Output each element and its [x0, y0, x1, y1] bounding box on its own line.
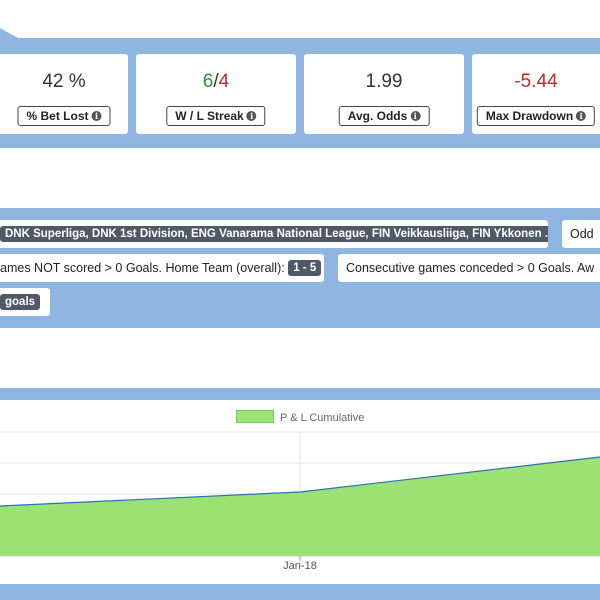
- bet-lost-label[interactable]: % Bet Lost i: [17, 106, 111, 126]
- legend-label: P & L Cumulative: [280, 412, 365, 424]
- x-tick-label-jan-18: Jan-18: [283, 560, 317, 572]
- stats-panel: 42 % % Bet Lost i 6/4 W / L Streak i 1.99 …: [0, 28, 600, 148]
- win-streak: 6: [202, 71, 214, 92]
- pnl-line: [0, 456, 600, 507]
- bet-lost-value: 42 %: [42, 71, 86, 92]
- chart-panel-top-border: [0, 388, 600, 400]
- stat-card-avg-odds: 1.99 Avg. Odds i: [304, 54, 464, 134]
- home-range-tag: 1 - 5: [288, 260, 322, 276]
- goals-tag: goals: [0, 294, 41, 310]
- odds-filter-chip[interactable]: Odd: [562, 220, 600, 248]
- pnl-area: [0, 457, 600, 556]
- stat-card-wl-streak: 6/4 W / L Streak i: [136, 54, 296, 134]
- chart-panel-bottom-border: [0, 584, 600, 600]
- leagues-tag: DNK Superliga, DNK 1st Division, ENG Van…: [0, 226, 548, 242]
- info-icon[interactable]: i: [91, 111, 102, 121]
- stat-card-bet-lost: 42 % % Bet Lost i: [0, 54, 128, 134]
- info-icon[interactable]: i: [246, 111, 257, 121]
- wl-streak-value: 6/4: [202, 71, 230, 92]
- loss-streak: 4: [218, 71, 230, 92]
- filters-panel: DNK Superliga, DNK 1st Division, ENG Van…: [0, 208, 600, 328]
- avg-odds-value: 1.99: [365, 71, 403, 92]
- goals-filter-chip[interactable]: goals: [0, 288, 50, 316]
- away-conceded-chip[interactable]: Consecutive games conceded > 0 Goals. Aw: [338, 254, 600, 282]
- stat-card-max-drawdown: -5.44 Max Drawdown i: [472, 54, 600, 134]
- pnl-chart-svg: Jan-18: [0, 431, 600, 572]
- avg-odds-label[interactable]: Avg. Odds i: [338, 106, 430, 126]
- max-drawdown-label[interactable]: Max Drawdown i: [476, 106, 596, 126]
- legend-swatch: [236, 410, 274, 423]
- info-icon[interactable]: i: [410, 111, 421, 121]
- home-not-scored-chip[interactable]: ames NOT scored > 0 Goals. Home Team (ov…: [0, 254, 324, 282]
- info-icon[interactable]: i: [576, 111, 587, 121]
- max-drawdown-value: -5.44: [514, 71, 558, 92]
- chart-legend[interactable]: P & L Cumulative: [236, 410, 364, 424]
- pnl-chart: P & L Cumulative Jan-18: [0, 400, 600, 584]
- leagues-filter-chip[interactable]: DNK Superliga, DNK 1st Division, ENG Van…: [0, 220, 548, 248]
- wl-streak-label[interactable]: W / L Streak i: [166, 106, 266, 126]
